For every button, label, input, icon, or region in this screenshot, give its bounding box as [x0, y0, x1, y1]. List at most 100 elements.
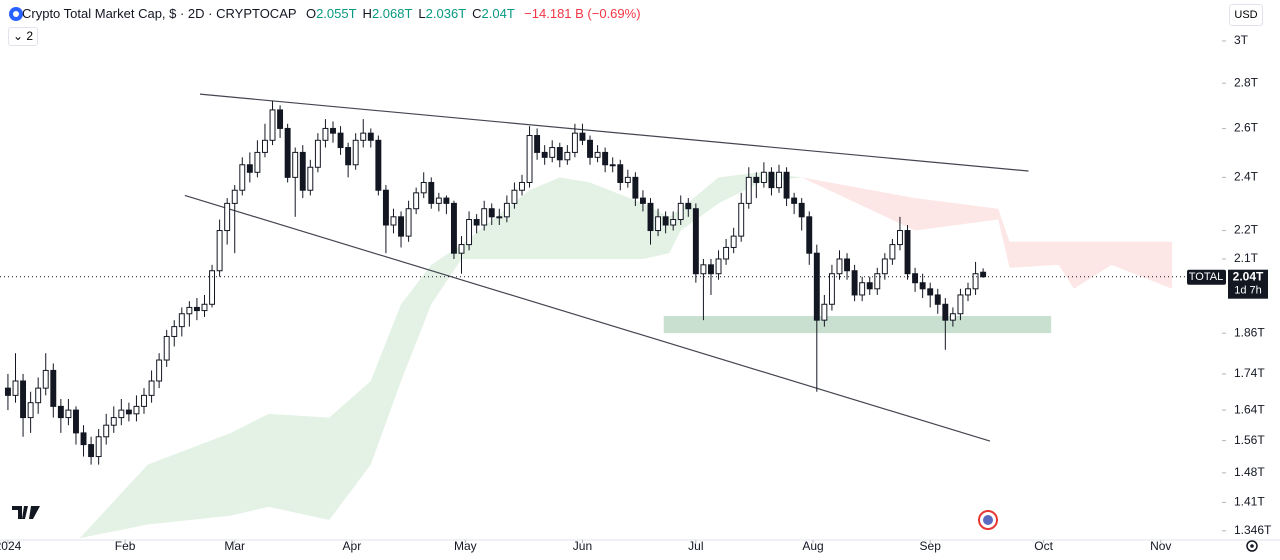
- candle-body: [186, 306, 193, 315]
- y-tick-label: 1.48T: [1234, 465, 1265, 479]
- candle-body: [730, 235, 737, 248]
- candle-body: [428, 181, 435, 204]
- candle-body: [957, 294, 964, 315]
- candle-body: [4, 387, 11, 396]
- candle-body: [88, 444, 95, 458]
- candle-body: [670, 219, 677, 226]
- candle-body: [511, 189, 518, 204]
- countdown: 1d 7h: [1234, 285, 1262, 297]
- candle-body: [587, 139, 593, 158]
- price-tag-label: 2.04T: [1233, 269, 1264, 283]
- candle-body: [949, 313, 956, 321]
- candle-body: [12, 380, 19, 396]
- ohlc-key: C: [472, 6, 482, 21]
- candle-body: [700, 264, 707, 275]
- y-tick-label: 1.56T: [1234, 433, 1265, 447]
- tv-logo: [12, 506, 40, 519]
- candle-body: [685, 202, 692, 210]
- series-tag: [1187, 269, 1226, 285]
- candle-body: [776, 171, 782, 189]
- candle-body: [95, 436, 102, 458]
- candle-body: [193, 306, 200, 312]
- candle-body: [435, 197, 442, 204]
- ohlc-value: 2.068T: [371, 6, 413, 21]
- ohlc-value: 2.036T: [425, 6, 467, 21]
- candle-body: [942, 303, 949, 321]
- x-tick-label: May: [454, 539, 477, 553]
- flag-icon[interactable]: [978, 510, 998, 530]
- candle-body: [655, 216, 662, 232]
- candle-body: [148, 380, 155, 396]
- y-tick-label: 3T: [1234, 33, 1249, 47]
- symbol-icon: [9, 7, 23, 21]
- settings-icon[interactable]: [1246, 540, 1258, 552]
- candle-body: [549, 147, 556, 158]
- candle-body: [934, 294, 941, 305]
- currency: USD: [1234, 9, 1258, 21]
- x-tick-label: Mar: [224, 539, 245, 553]
- candle-body: [224, 202, 231, 232]
- candle-body: [73, 409, 79, 434]
- candle-body: [723, 246, 730, 260]
- price-tag: [1228, 269, 1268, 299]
- indicator-count: 2: [26, 29, 34, 43]
- x-tick-label: Jun: [573, 539, 592, 553]
- x-tick-label: Feb: [115, 539, 136, 553]
- candle-body: [103, 424, 110, 438]
- candle-body: [413, 192, 420, 210]
- indicator-toggle[interactable]: ⌄ 2: [8, 27, 38, 46]
- candle-body: [201, 303, 208, 312]
- x-tick-label: Apr: [343, 539, 362, 553]
- x-tick-label: 2024: [0, 539, 22, 553]
- candle-body: [859, 282, 866, 296]
- x-tick-label: Jul: [688, 539, 703, 553]
- x-tick-label: Sep: [920, 539, 942, 553]
- candle-body: [617, 164, 624, 183]
- candle-body: [292, 151, 299, 178]
- candle-body: [269, 109, 276, 141]
- candle-body: [927, 288, 934, 296]
- candle-body: [519, 181, 525, 191]
- candle-body: [367, 132, 374, 141]
- candle-body: [239, 164, 246, 191]
- candle-body: [375, 139, 382, 191]
- candle-body: [874, 273, 881, 290]
- candle-body: [972, 273, 979, 290]
- candle-body: [163, 335, 170, 361]
- candle-body: [866, 282, 873, 290]
- candle-body: [828, 273, 835, 305]
- candle-body: [496, 216, 503, 219]
- candle-body: [715, 258, 722, 275]
- candle-body: [647, 202, 654, 232]
- candle-body: [466, 219, 473, 246]
- candle-body: [330, 127, 336, 134]
- candle-body: [277, 109, 284, 129]
- candle-body: [156, 359, 163, 382]
- currency-button[interactable]: USD: [1229, 4, 1263, 26]
- candle-body: [20, 380, 27, 419]
- symbol-title: Crypto Total Market Cap, $ · 2D · CRYPTO…: [22, 6, 297, 21]
- candle-body: [609, 164, 616, 167]
- candle-body: [141, 394, 147, 407]
- candle-body: [360, 132, 367, 141]
- candle-body: [110, 417, 117, 426]
- candle-body: [481, 208, 488, 226]
- candle-body: [564, 151, 571, 161]
- candle-body: [919, 282, 926, 290]
- candle-body: [299, 151, 306, 191]
- candle-body: [753, 176, 760, 183]
- candle-body: [745, 176, 752, 204]
- candle-body: [178, 313, 185, 328]
- candle-body: [216, 230, 223, 272]
- candle-body: [450, 202, 457, 254]
- ohlc-values: O2.055T H2.068T L2.036T C2.04T: [300, 6, 515, 21]
- y-tick-label: 2.2T: [1234, 223, 1259, 237]
- candle-body: [851, 270, 858, 296]
- candle-body: [337, 132, 344, 149]
- y-tick-label: 2.4T: [1234, 170, 1259, 184]
- candle-body: [571, 132, 578, 153]
- y-tick-label: 1.346T: [1234, 523, 1272, 537]
- series-tag-label: TOTAL: [1189, 271, 1223, 283]
- candle-body: [768, 171, 775, 189]
- candle-body: [458, 244, 465, 254]
